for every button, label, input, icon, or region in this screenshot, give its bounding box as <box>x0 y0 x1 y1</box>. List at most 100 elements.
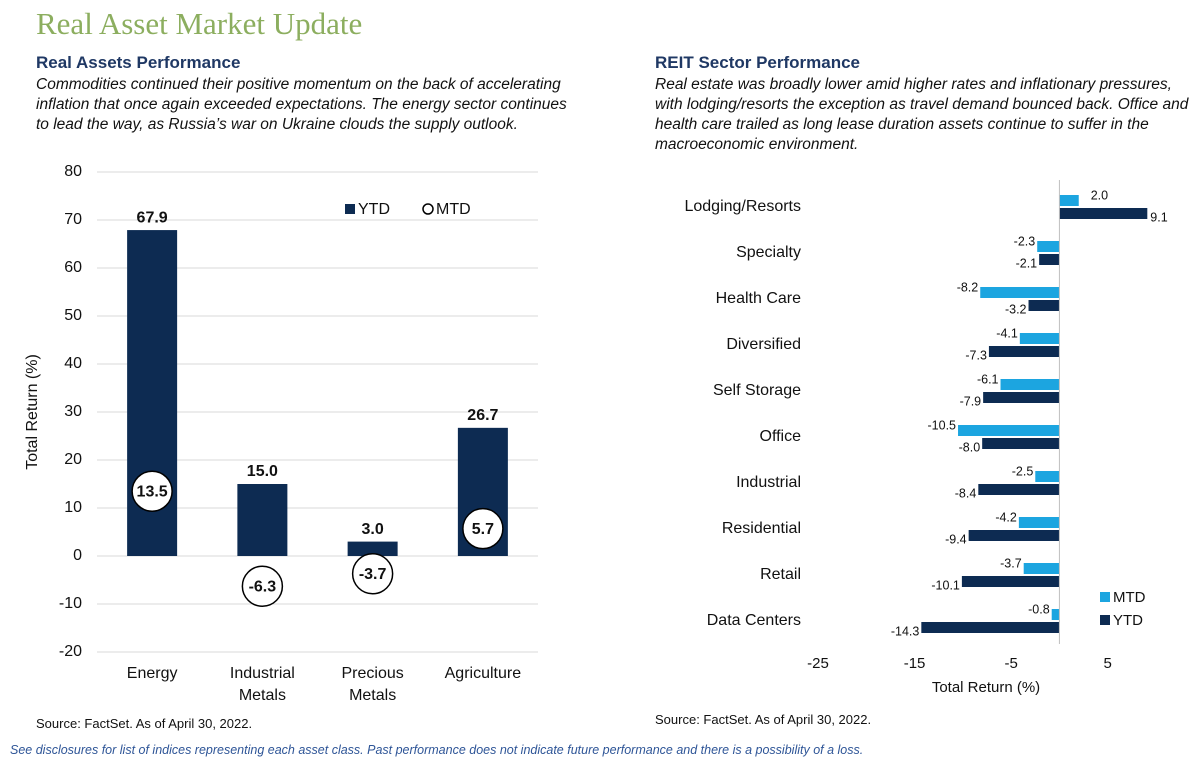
y-tick-label: 60 <box>64 259 82 276</box>
disclaimer: See disclosures for list of indices repr… <box>10 743 864 757</box>
bar <box>1028 300 1060 311</box>
data-label: -8.0 <box>959 440 981 454</box>
data-label: -4.1 <box>996 326 1018 340</box>
chart-subtitle: Real estate was broadly lower amid highe… <box>655 76 1189 153</box>
y-axis-label: Total Return (%) <box>24 354 41 470</box>
data-label: -3.7 <box>1000 556 1022 570</box>
data-label: 67.9 <box>137 209 168 226</box>
bar <box>1019 333 1060 344</box>
y-tick-label: Specialty <box>736 244 801 261</box>
data-label: -8.4 <box>955 486 977 500</box>
y-tick-label: Lodging/Resorts <box>684 198 801 215</box>
legend-label: MTD <box>1113 589 1146 606</box>
bar <box>968 530 1060 541</box>
data-label: -8.2 <box>957 280 979 294</box>
x-tick-label: -15 <box>904 655 926 672</box>
data-label: -3.2 <box>1005 302 1027 316</box>
x-axis-label: Total Return (%) <box>932 679 1040 696</box>
data-label: -14.3 <box>891 624 920 638</box>
data-label: 15.0 <box>247 463 278 480</box>
bar <box>978 484 1060 495</box>
y-tick-label: Residential <box>722 520 801 537</box>
y-tick-label: Self Storage <box>713 382 801 399</box>
data-label: -10.1 <box>931 578 960 592</box>
data-label: -4.2 <box>995 510 1017 524</box>
data-label: -2.1 <box>1016 256 1038 270</box>
data-label: -7.3 <box>965 348 987 362</box>
bar <box>1018 517 1060 528</box>
bar <box>983 392 1060 403</box>
bar <box>1023 563 1060 574</box>
data-label: 3.0 <box>362 521 384 538</box>
source-note: Source: FactSet. As of April 30, 2022. <box>655 712 872 727</box>
y-tick-label: Data Centers <box>707 612 801 629</box>
bar <box>961 576 1060 587</box>
data-label: -7.9 <box>960 394 982 408</box>
mtd-marker <box>241 565 284 607</box>
x-tick-label: -5 <box>1004 655 1017 672</box>
legend-marker <box>1100 615 1110 625</box>
y-tick-label: -20 <box>59 643 82 660</box>
y-tick-label: 10 <box>64 499 82 516</box>
page-title: Real Asset Market Update <box>36 6 363 41</box>
bar <box>921 622 1060 633</box>
chart-title: REIT Sector Performance <box>655 53 861 72</box>
y-tick-label: Diversified <box>726 336 801 353</box>
bar <box>1051 609 1060 620</box>
data-label: 13.5 <box>137 483 168 500</box>
legend-marker <box>422 203 434 215</box>
legend-marker <box>1100 592 1110 602</box>
y-tick-label: Health Care <box>716 290 801 307</box>
data-label: 2.0 <box>1091 188 1108 202</box>
source-note: Source: FactSet. As of April 30, 2022. <box>36 716 253 731</box>
legend-label: YTD <box>358 201 390 218</box>
mtd-marker <box>131 470 173 512</box>
data-label: -10.5 <box>928 418 957 432</box>
bar <box>1000 379 1060 390</box>
y-tick-label: 20 <box>64 451 82 468</box>
y-tick-label: 40 <box>64 355 82 372</box>
y-tick-label: Retail <box>760 566 801 583</box>
bar <box>1059 208 1148 219</box>
bar <box>347 541 398 556</box>
chart-title: Real Assets Performance <box>36 53 241 72</box>
bar <box>988 346 1060 357</box>
x-tick-label: 5 <box>1104 655 1112 672</box>
bar <box>982 438 1060 449</box>
y-tick-label: 80 <box>64 163 82 180</box>
y-tick-label: 0 <box>73 547 82 564</box>
legend-marker <box>345 204 355 214</box>
data-label: 5.7 <box>472 521 494 538</box>
data-label: -2.3 <box>1014 234 1036 248</box>
bar <box>237 484 288 556</box>
mtd-marker <box>351 553 394 595</box>
legend-label: YTD <box>1113 612 1143 629</box>
x-tick-label: -25 <box>807 655 829 672</box>
y-tick-label: 70 <box>64 211 82 228</box>
x-tick-label: Agriculture <box>445 665 522 682</box>
chart-subtitle: Commodities continued their positive mom… <box>36 76 567 133</box>
mtd-marker <box>462 507 504 550</box>
y-tick-label: 30 <box>64 403 82 420</box>
data-label: 9.1 <box>1150 210 1167 224</box>
data-label: -2.5 <box>1012 464 1034 478</box>
data-label: -9.4 <box>945 532 967 546</box>
data-label: -6.3 <box>249 578 277 595</box>
x-tick-label: Industrial Metals <box>230 665 295 704</box>
data-label: -3.7 <box>359 566 387 583</box>
x-tick-label: Precious Metals <box>342 665 404 704</box>
y-tick-label: Office <box>760 428 802 445</box>
data-label: 26.7 <box>467 407 498 424</box>
bar <box>980 287 1060 298</box>
legend-label: MTD <box>436 201 471 218</box>
bar <box>958 425 1060 436</box>
bar <box>1039 254 1060 265</box>
x-tick-label: Energy <box>127 665 178 682</box>
data-label: -0.8 <box>1028 602 1050 616</box>
bar <box>1035 471 1060 482</box>
y-tick-label: -10 <box>59 595 82 612</box>
data-label: -6.1 <box>977 372 999 386</box>
y-tick-label: 50 <box>64 307 82 324</box>
